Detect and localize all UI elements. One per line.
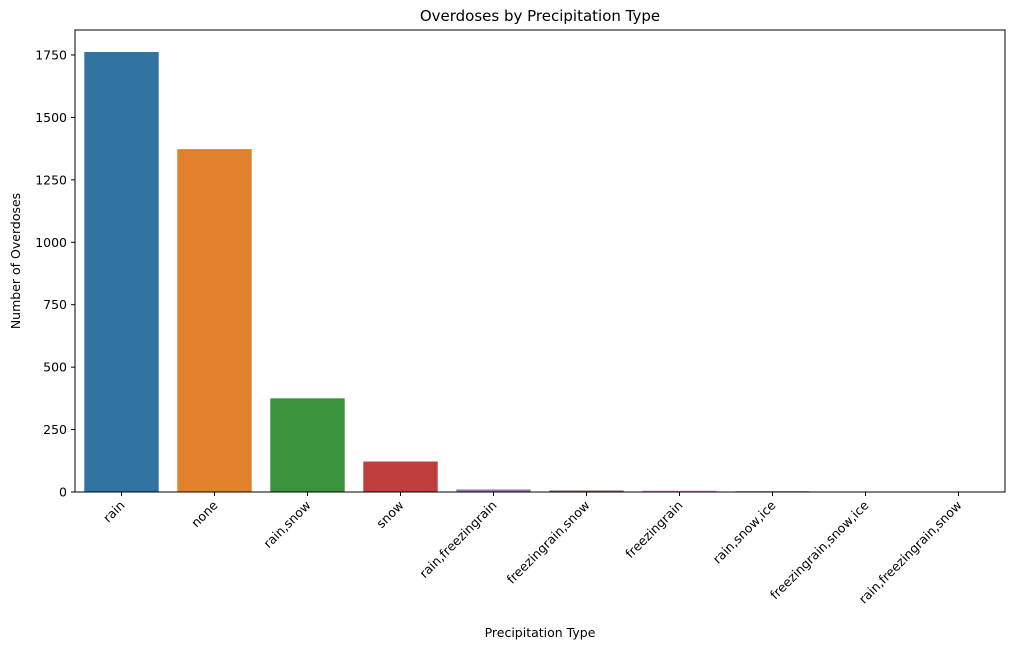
x-tick-label: none [188,497,221,530]
x-tick-label: rain,freezingrain [416,498,499,581]
bar-rain-snow [270,398,345,492]
bar-freezingrain-snow [549,490,624,492]
x-tick-label: rain [100,498,128,526]
bar-none [177,149,252,492]
bars [84,51,996,493]
y-tick-label: 1250 [35,172,67,187]
y-axis-ticks: 0 250 500 750 1000 1250 1500 1750 [35,47,75,500]
bar-rain [84,51,159,492]
bar-freezingrain [642,490,717,492]
x-tick-label: freezingrain,snow [504,498,593,587]
x-tick-label: rain,snow,ice [710,497,779,566]
y-axis-label: Number of Overdoses [8,193,23,329]
y-tick-label: 1750 [35,47,67,62]
bar-snow [363,461,438,492]
y-tick-label: 1000 [35,235,67,250]
x-tick-label: freezingrain,snow,ice [767,497,872,602]
x-axis-ticks: rain none rain,snow snow rain,freezingrain fr… [100,492,965,607]
chart-title: Overdoses by Precipitation Type [420,7,660,25]
x-tick-label: rain,freezingrain,snow [856,498,965,607]
x-tick-label: rain,snow [260,498,313,551]
y-tick-label: 1500 [35,110,67,125]
x-axis-label: Precipitation Type [485,625,596,640]
y-tick-label: 250 [43,422,67,437]
x-tick-label: snow [373,498,406,531]
bar-rain-freezingrain [456,489,531,492]
y-tick-label: 750 [43,297,67,312]
x-tick-label: freezingrain [622,498,685,561]
y-tick-label: 500 [43,360,67,375]
y-tick-label: 0 [59,485,67,500]
plot-frame [74,29,1006,493]
